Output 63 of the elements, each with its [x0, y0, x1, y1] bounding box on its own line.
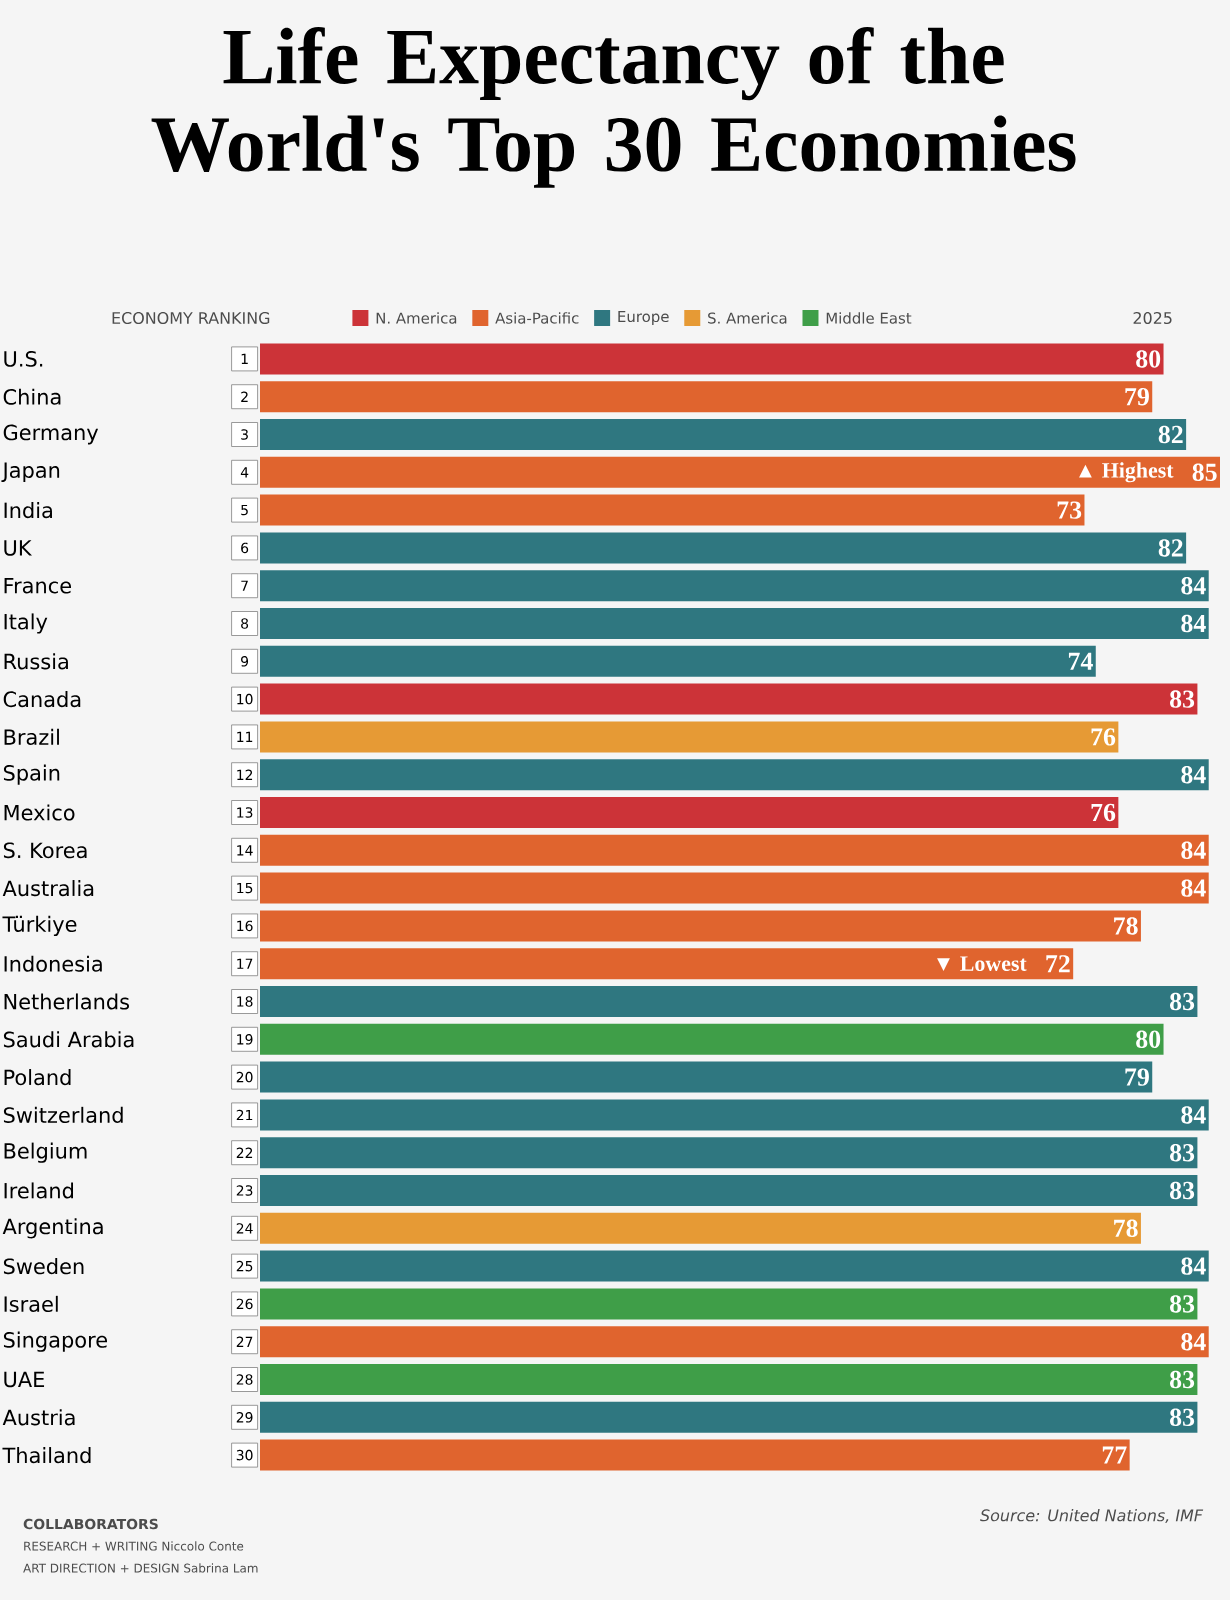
data-label: 83: [1169, 1370, 1195, 1389]
data-label: 76: [1091, 803, 1116, 822]
y-tick-label: Austria: [2, 1409, 75, 1426]
y-tick-label: Brazil: [4, 728, 59, 745]
data-label: 73: [1057, 501, 1082, 519]
data-label: 78: [1114, 917, 1138, 935]
data-label: 84: [1181, 1257, 1206, 1275]
data-label: 83: [1169, 690, 1195, 708]
data-label: 84: [1181, 841, 1206, 860]
chart-title: Life Expectancy of the World's Top 30 Economies: [151, 27, 1076, 188]
data-label: 80: [1136, 1030, 1161, 1049]
data-label: 79: [1125, 1068, 1149, 1086]
y-tick-label: Israel: [4, 1295, 58, 1312]
y-tick-label: Canada: [3, 691, 81, 708]
y-tick-label: U.S.: [4, 350, 43, 367]
y-tick-label: Indonesia: [4, 955, 102, 972]
data-label: 84: [1181, 614, 1206, 633]
y-tick-label: Türkiye: [2, 915, 77, 937]
y-tick-label: S. Korea: [3, 842, 87, 859]
y-tick-label: Thailand: [2, 1447, 91, 1464]
y-tick-label: Singapore: [3, 1331, 108, 1352]
y-tick-label: Saudi Arabia: [3, 1031, 134, 1048]
data-label: 84: [1181, 576, 1206, 595]
y-tick-label: France: [4, 577, 71, 594]
data-label: 83: [1169, 1181, 1195, 1200]
data-label: 85: [1192, 463, 1217, 482]
data-label: 82: [1158, 425, 1183, 444]
y-tick-label: Germany: [3, 424, 99, 445]
y-tick-label: Switzerland: [3, 1106, 123, 1123]
y-tick-label: Australia: [2, 880, 94, 897]
data-label: 80: [1136, 350, 1161, 368]
data-label: 79: [1125, 388, 1149, 406]
y-tick-label: Sweden: [3, 1258, 84, 1275]
y-tick-label: Italy: [4, 613, 48, 634]
y-tick-label: Ireland: [4, 1182, 74, 1199]
y-tick-label: Belgium: [4, 1142, 87, 1163]
data-label: 84: [1181, 765, 1206, 784]
data-label: 74: [1068, 652, 1093, 670]
y-tick-label: Russia: [4, 653, 68, 670]
data-label: 83: [1169, 1143, 1195, 1162]
data-label: 84: [1181, 1106, 1206, 1124]
data-label: 72: [1046, 955, 1070, 973]
data-label: 82: [1158, 539, 1183, 557]
y-tick-label: UK: [4, 540, 32, 556]
annotation: ▲ Highest: [1079, 462, 1174, 483]
data-label: 83: [1169, 992, 1195, 1011]
y-tick-label: Argentina: [2, 1218, 103, 1239]
y-tick-label: Japan: [1, 462, 60, 483]
data-label: 84: [1181, 1332, 1206, 1351]
y-tick-label: China: [3, 388, 61, 405]
data-label: 84: [1181, 879, 1206, 897]
y-tick-label: Poland: [4, 1069, 71, 1086]
y-tick-label: India: [4, 502, 52, 519]
data-label: 83: [1169, 1295, 1195, 1313]
annotation: ▼ Lowest: [937, 956, 1027, 972]
y-tick-label: Mexico: [4, 804, 75, 821]
y-tick-label: UAE: [4, 1371, 45, 1388]
data-label: 76: [1091, 728, 1116, 746]
y-tick-label: Spain: [3, 764, 60, 785]
data-label: 77: [1102, 1446, 1127, 1464]
data-label: 83: [1169, 1408, 1195, 1427]
y-tick-label: Netherlands: [4, 993, 130, 1010]
data-label: 78: [1114, 1219, 1138, 1238]
